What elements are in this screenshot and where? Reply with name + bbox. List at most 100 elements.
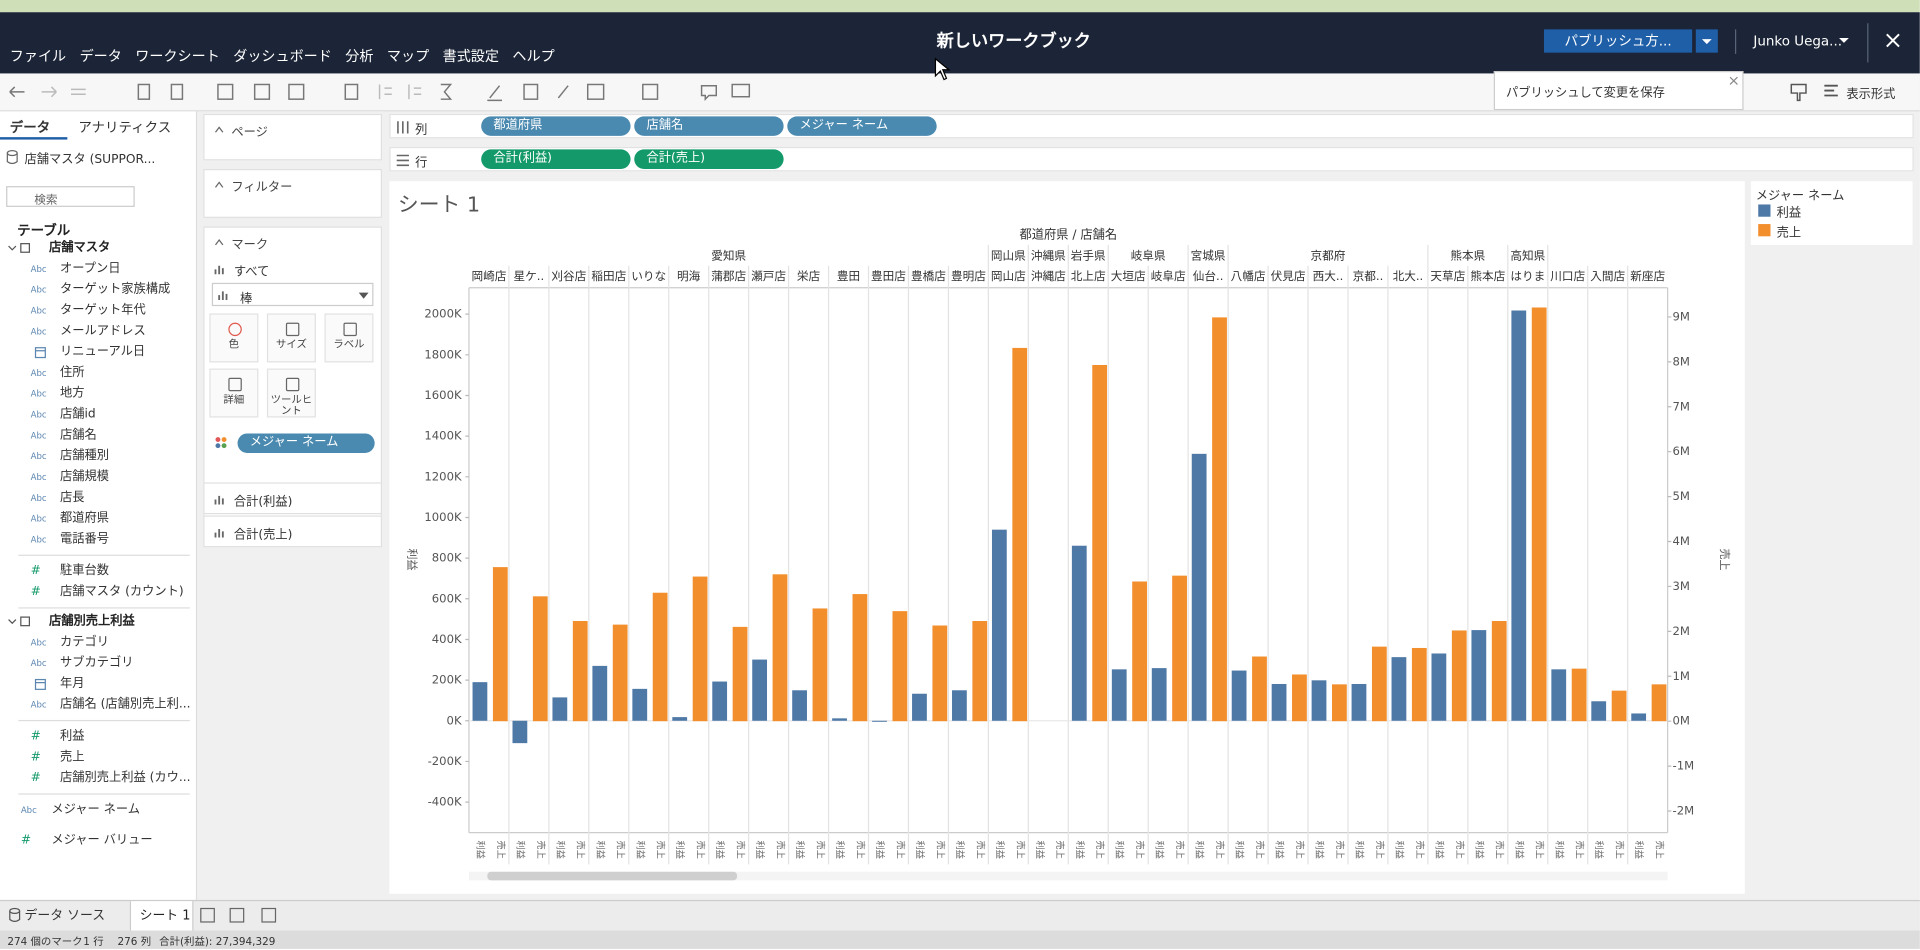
collapse-icon[interactable] [214, 238, 226, 248]
field[interactable]: オープン日 [59, 262, 121, 276]
field[interactable]: リニューアル日 [59, 345, 146, 359]
card-title[interactable]: ページ [231, 126, 268, 140]
shelf-pill[interactable]: 店舗名 [634, 116, 784, 136]
field[interactable]: 店舗種別 [59, 449, 109, 463]
table-toggle[interactable] [7, 242, 31, 257]
shelf-pill[interactable]: 合計(売上) [634, 149, 784, 169]
field[interactable]: 店舗名 (店舗別売上利... [59, 697, 191, 712]
button-label: サイズ [275, 339, 307, 352]
button-label: ラベル [333, 339, 365, 352]
store-label: 伏見店 [1271, 269, 1306, 283]
marks-button[interactable]: 詳細 [209, 368, 259, 418]
shelf-pill[interactable]: 合計(利益) [481, 149, 631, 169]
shelf-pill[interactable]: 都道府県 [481, 116, 631, 136]
color-pill[interactable]: メジャー ネーム [237, 433, 375, 454]
close-button[interactable] [1884, 32, 1901, 49]
legend-label[interactable]: 売上 [1776, 226, 1802, 240]
measure-axis-label: 利益 [554, 841, 566, 859]
data-pane: データ アナリティクス 店舗マスタ (SUPPOR... 検索 テーブル 店舗マスタ Abc… [0, 111, 198, 900]
field[interactable]: 店舗別売上利益 (カウ... [59, 771, 191, 785]
table-name[interactable]: 店舗別売上利益 [48, 614, 135, 629]
marks-button[interactable]: 色 [209, 313, 259, 363]
tooltip-close[interactable] [1728, 75, 1740, 87]
marks-button[interactable]: ツールヒント [266, 368, 316, 418]
field[interactable]: ターゲット年代 [59, 303, 146, 318]
menu-item[interactable]: 分析 [345, 47, 374, 65]
measure-axis-label: 売上 [615, 841, 627, 859]
field[interactable]: 店舗名 [59, 428, 97, 443]
field-type-icon: Abc [30, 493, 47, 504]
field[interactable]: メールアドレス [59, 324, 146, 338]
measure-axis-label: 売上 [814, 841, 826, 859]
field[interactable]: ターゲット家族構成 [59, 282, 171, 297]
bar [1132, 581, 1148, 722]
field[interactable]: 都道府県 [59, 511, 109, 526]
field[interactable]: 店舗マスタ (カウント) [59, 585, 184, 599]
field-type-icon: Abc [30, 535, 47, 545]
field[interactable]: 電話番号 [59, 532, 109, 547]
pane-tab[interactable]: データ [9, 119, 51, 136]
field[interactable]: 地方 [59, 386, 85, 401]
chart: シート 1 都道府県 / 店舗名岡崎店 愛知県星ケ.. 刈谷店 稲田店 いりな 明海 蒲郡店瀬… [398, 193, 1731, 881]
field[interactable]: 年月 [59, 677, 85, 691]
field[interactable]: 利益 [59, 729, 85, 744]
search-box[interactable]: 検索 [6, 186, 135, 207]
field[interactable]: 住所 [59, 366, 85, 380]
publish-dropdown[interactable] [1695, 29, 1718, 53]
marks-all[interactable]: すべて [233, 265, 270, 280]
menu-item[interactable]: マップ [386, 47, 430, 65]
pane-tab[interactable]: アナリティクス [78, 119, 172, 136]
table-name[interactable]: 店舗マスタ [48, 241, 111, 255]
marks-button[interactable]: サイズ [266, 313, 316, 363]
menu-item[interactable]: ファイル [9, 47, 67, 65]
y2-tick-label: 0M [1673, 714, 1690, 728]
field[interactable]: メジャー ネーム [51, 803, 141, 817]
store-label: 豊橋店 [911, 269, 946, 283]
user-name[interactable]: Junko Uega... [1753, 33, 1843, 49]
field[interactable]: カテゴリ [59, 635, 109, 649]
show-me-label[interactable]: 表示形式 [1846, 88, 1896, 102]
field[interactable]: 店舗規模 [59, 470, 109, 484]
field[interactable]: 売上 [59, 750, 85, 765]
menu-item[interactable]: 書式設定 [442, 47, 499, 65]
bar [1092, 364, 1108, 722]
data-source[interactable]: 店舗マスタ (SUPPOR... [24, 153, 156, 167]
store-label: 刈谷店 [551, 269, 586, 283]
sheet-tab[interactable]: シート 1 [129, 901, 194, 931]
icon-shape [214, 528, 224, 538]
field[interactable]: 店舗id [59, 407, 96, 422]
icon-shape [215, 437, 221, 443]
new-sheet-icons[interactable] [196, 905, 294, 929]
card-title[interactable]: マーク [231, 238, 269, 253]
menu-item[interactable]: ワークシート [135, 47, 220, 65]
menu-item[interactable]: データ [79, 47, 122, 65]
measure-row[interactable]: 合計(利益) [203, 482, 383, 515]
bar [632, 688, 648, 721]
collapse-icon[interactable] [214, 125, 226, 135]
show-me-icon[interactable] [1790, 82, 1807, 102]
field[interactable]: 店長 [59, 490, 85, 505]
y-tick-label: 800K [432, 551, 462, 565]
marks-button[interactable]: ラベル [324, 313, 374, 363]
data-source-tab[interactable]: データ ソース [24, 908, 106, 924]
menu-item[interactable]: ヘルプ [512, 47, 555, 65]
shelf-pill[interactable]: メジャー ネーム [787, 116, 937, 136]
mark-type-dropdown[interactable]: 棒 [211, 282, 374, 307]
field-type-icon: Abc [30, 306, 47, 316]
field-type-icon: # [30, 750, 41, 765]
user-dropdown[interactable] [1837, 34, 1852, 46]
show-me-list-icon[interactable] [1823, 83, 1840, 100]
measure-axis-label: 売上 [1134, 841, 1146, 859]
measure-row[interactable]: 合計(売上) [203, 515, 383, 548]
publish-button[interactable]: パブリッシュ方... [1543, 29, 1693, 53]
legend-label[interactable]: 利益 [1776, 206, 1802, 221]
field[interactable]: サブカテゴリ [59, 656, 134, 670]
menu-item[interactable]: ダッシュボード [233, 47, 332, 65]
card-title[interactable]: フィルター [231, 181, 293, 195]
collapse-icon[interactable] [214, 180, 226, 190]
table-toggle[interactable] [7, 616, 31, 631]
store-label: 豊田店 [871, 269, 906, 283]
field-type-icon: Abc [30, 326, 47, 337]
field[interactable]: メジャー バリュー [51, 833, 153, 848]
field[interactable]: 駐車台数 [59, 564, 109, 578]
